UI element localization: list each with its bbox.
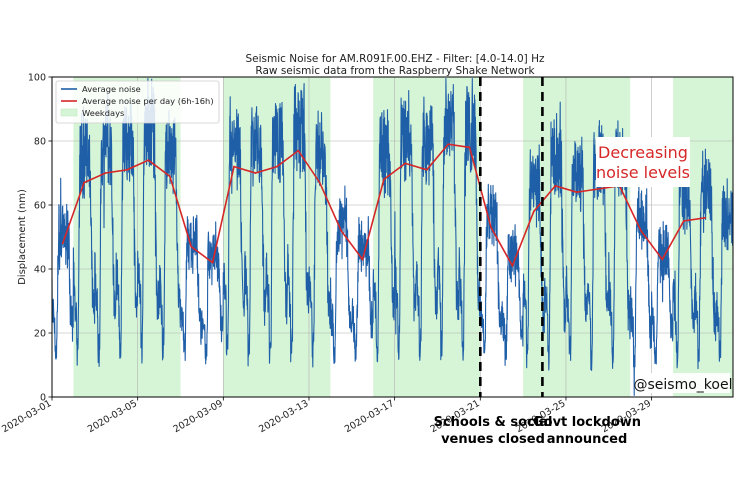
daily-average-point-12 — [318, 181, 321, 184]
daily-average-point-20 — [490, 226, 492, 229]
daily-average-point-5 — [168, 175, 171, 178]
legend-label-weekdays: Weekdays — [82, 108, 124, 118]
daily-average-point-9 — [254, 172, 257, 174]
y-tick-label-80: 80 — [34, 137, 46, 148]
event-label-lockdown-line1: Govt lockdown — [533, 415, 641, 430]
legend: Average noise Average noise per day (6h-… — [55, 80, 220, 124]
annotation-backdrop — [596, 137, 690, 187]
y-axis-label: Displacement (nm) — [17, 189, 28, 285]
daily-average-point-13 — [340, 229, 343, 232]
daily-average-point-7 — [211, 261, 214, 264]
daily-average-point-28 — [661, 258, 664, 261]
daily-average-point-14 — [361, 258, 364, 261]
y-tick-label-60: 60 — [34, 201, 46, 212]
daily-average-point-16 — [404, 162, 407, 165]
legend-label-daily-average: Average noise per day (6h-16h) — [82, 96, 214, 106]
event-label-schools-line1: Schools & social — [434, 415, 553, 430]
daily-average-point-25 — [597, 188, 599, 190]
daily-average-point-19 — [468, 146, 471, 149]
watermark-handle: @seismo_koel — [634, 377, 733, 393]
watermark-backdrop — [636, 373, 730, 393]
legend-label-average-noise: Average noise — [82, 84, 141, 94]
daily-average-point-11 — [297, 149, 300, 152]
annotation-decreasing-line1: Decreasing — [598, 143, 688, 162]
annotation-decreasing-line2: noise levels — [596, 163, 690, 182]
y-tick-label-0: 0 — [40, 393, 46, 404]
daily-average-point-8 — [233, 165, 235, 168]
y-axis-ticks: 0 20 40 60 80 100 — [28, 73, 52, 404]
daily-average-point-29 — [682, 220, 685, 222]
event-label-schools-line2: venues closed — [441, 432, 545, 447]
daily-average-point-30 — [704, 216, 707, 219]
daily-average-point-23 — [554, 184, 557, 187]
daily-average-point-10 — [275, 165, 278, 168]
chart-subtitle: Raw seismic data from the Raspberry Shak… — [255, 65, 535, 77]
daily-average-point-4 — [147, 159, 150, 162]
legend-swatch-weekdays — [60, 108, 78, 117]
daily-average-point-18 — [447, 143, 450, 146]
daily-average-point-0 — [61, 242, 64, 245]
daily-average-point-17 — [425, 168, 428, 171]
x-tick-label-2020-03-01: 2020-03-01 — [0, 398, 53, 435]
daily-average-point-27 — [640, 229, 642, 232]
weekday-shading — [73, 77, 733, 397]
plot-frame — [51, 76, 734, 398]
daily-average-point-1 — [83, 181, 86, 184]
daily-average-point-3 — [126, 168, 128, 171]
x-tick-label-2020-03-17: 2020-03-17 — [343, 398, 396, 435]
daily-average-point-6 — [190, 245, 193, 248]
daily-average-point-2 — [104, 172, 107, 174]
x-tick-label-2020-03-05: 2020-03-05 — [86, 398, 139, 435]
legend-box — [55, 80, 220, 124]
daily-average-point-21 — [511, 264, 514, 267]
event-label-lockdown-line2: announced — [547, 432, 628, 447]
daily-average-point-24 — [575, 191, 578, 194]
chart-title: Seismic Noise for AM.R091F.00.EHZ - Filt… — [246, 53, 545, 65]
daily-average-point-15 — [383, 178, 385, 181]
x-tick-label-2020-03-09: 2020-03-09 — [171, 398, 224, 435]
y-tick-label-100: 100 — [28, 73, 46, 84]
x-tick-label-2020-03-13: 2020-03-13 — [257, 398, 310, 435]
daily-average-point-22 — [532, 210, 535, 213]
event-lines — [479, 77, 544, 397]
y-tick-label-20: 20 — [34, 329, 46, 340]
y-tick-label-40: 40 — [34, 265, 46, 276]
